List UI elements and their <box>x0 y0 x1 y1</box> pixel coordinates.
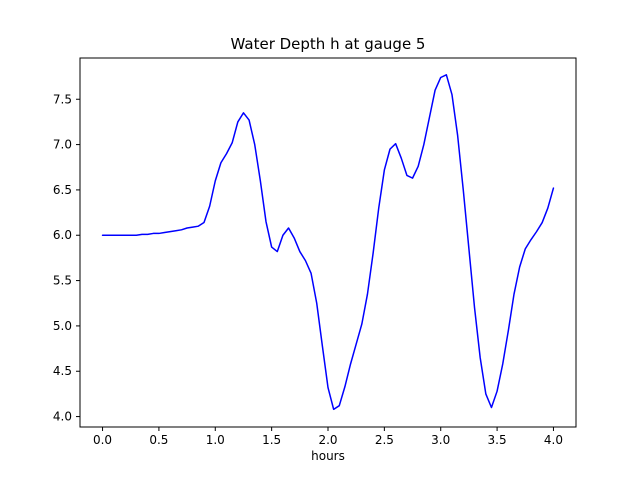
water-depth-line <box>101 74 555 411</box>
x-tick-label: 2.5 <box>375 433 394 447</box>
x-tick-label: 2.0 <box>318 433 337 447</box>
x-tick-label: 1.0 <box>206 433 225 447</box>
y-tick-label: 4.0 <box>53 410 72 424</box>
y-tick-label: 6.5 <box>53 183 72 197</box>
x-tick-label: 0.0 <box>93 433 112 447</box>
y-tick-label: 5.5 <box>53 274 72 288</box>
x-tick-label: 3.5 <box>488 433 507 447</box>
x-tick-label: 4.0 <box>544 433 563 447</box>
chart-title: Water Depth h at gauge 5 <box>230 35 426 53</box>
y-tick-label: 5.0 <box>53 319 72 333</box>
y-tick-label: 7.0 <box>53 138 72 152</box>
y-tick-label: 6.0 <box>53 228 72 242</box>
x-tick-label: 1.5 <box>262 433 281 447</box>
y-tick-label: 7.5 <box>53 92 72 106</box>
x-axis-label: hours <box>311 449 345 463</box>
x-tick-label: 3.0 <box>431 433 450 447</box>
y-tick-label: 4.5 <box>53 364 72 378</box>
x-tick-label: 0.5 <box>149 433 168 447</box>
